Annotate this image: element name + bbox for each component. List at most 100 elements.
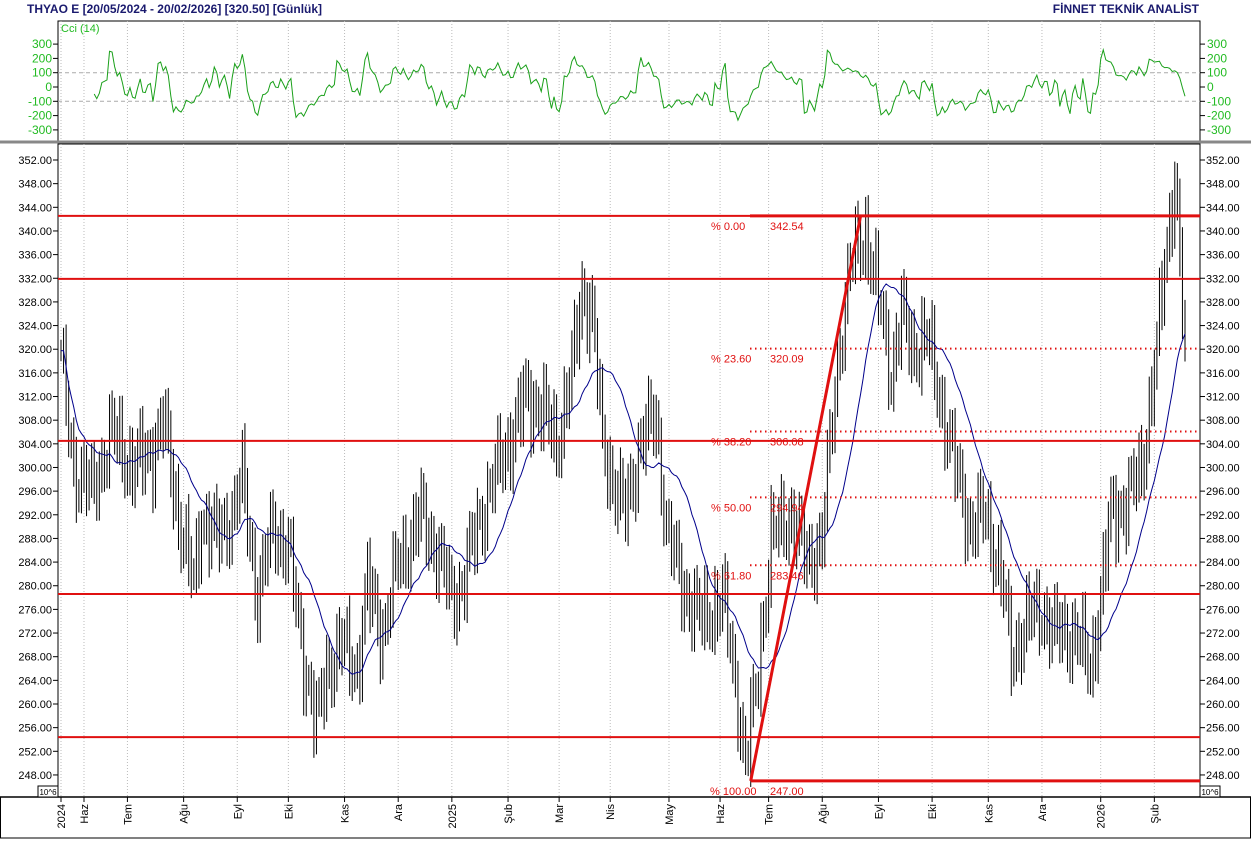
price-ytick-right: 308.00 bbox=[1206, 415, 1240, 427]
xtick-label: Kas bbox=[983, 804, 995, 823]
price-ytick-left: 280.00 bbox=[18, 581, 52, 593]
price-ytick-right: 312.00 bbox=[1206, 392, 1240, 404]
price-ytick-right: 248.00 bbox=[1206, 770, 1240, 782]
xtick-label: Tem bbox=[122, 804, 134, 825]
cci-ytick-right: 200 bbox=[1207, 51, 1227, 65]
price-ytick-right: 316.00 bbox=[1206, 368, 1240, 380]
cci-line bbox=[93, 47, 1186, 122]
fib-pct-label: % 100.00 bbox=[710, 786, 756, 798]
price-ytick-left: 344.00 bbox=[18, 202, 52, 214]
xtick-label: Haz bbox=[79, 804, 91, 824]
price-ytick-right: 280.00 bbox=[1206, 581, 1240, 593]
price-ytick-left: 320.00 bbox=[18, 344, 52, 356]
price-ytick-left: 328.00 bbox=[18, 297, 52, 309]
cci-ytick-left: -200 bbox=[28, 109, 52, 123]
price-ytick-left: 304.00 bbox=[18, 439, 52, 451]
fib-value-label: 306.08 bbox=[770, 437, 804, 449]
price-ytick-right: 324.00 bbox=[1206, 321, 1240, 333]
price-ytick-right: 340.00 bbox=[1206, 226, 1240, 238]
xtick-label: Tem bbox=[764, 804, 776, 825]
fib-trend-line bbox=[749, 215, 863, 782]
price-ytick-right: 252.00 bbox=[1206, 746, 1240, 758]
cci-ytick-right: 100 bbox=[1207, 66, 1227, 80]
xtick-label: Ağu bbox=[179, 804, 191, 824]
price-ytick-right: 332.00 bbox=[1206, 273, 1240, 285]
cci-ytick-right: -100 bbox=[1207, 94, 1231, 108]
brand-label: FİNNET TEKNİK ANALİST bbox=[1052, 2, 1199, 16]
scale-badge-label: 10^6 bbox=[39, 788, 57, 797]
price-ytick-left: 352.00 bbox=[18, 155, 52, 167]
price-ytick-right: 292.00 bbox=[1206, 510, 1240, 522]
xtick-label: 2025 bbox=[447, 804, 459, 828]
moving-average-line bbox=[60, 283, 1186, 675]
price-ytick-right: 348.00 bbox=[1206, 179, 1240, 191]
xtick-label: Kas bbox=[340, 804, 352, 823]
xtick-label: Eki bbox=[283, 804, 295, 819]
fib-pct-label: % 50.00 bbox=[711, 502, 751, 514]
scale-badge-left bbox=[37, 785, 59, 798]
xtick-label: May bbox=[664, 804, 676, 825]
fib-pct-label: % 61.80 bbox=[711, 570, 751, 582]
price-ytick-right: 300.00 bbox=[1206, 462, 1240, 474]
price-ytick-right: 328.00 bbox=[1206, 297, 1240, 309]
xtick-label: Ağu bbox=[817, 804, 829, 824]
price-ytick-left: 348.00 bbox=[18, 179, 52, 191]
price-ytick-right: 264.00 bbox=[1206, 675, 1240, 687]
fib-value-label: 283.46 bbox=[770, 570, 804, 582]
fib-value-label: 342.54 bbox=[770, 221, 804, 233]
cci-label: Cci (14) bbox=[61, 23, 100, 35]
scale-badge-label: 10^6 bbox=[1201, 788, 1219, 797]
cci-ytick-right: 300 bbox=[1207, 37, 1227, 51]
xtick-label: Eki bbox=[927, 804, 939, 819]
cci-ytick-left: -300 bbox=[28, 123, 52, 137]
cci-ytick-left: 200 bbox=[32, 51, 52, 65]
cci-ytick-left: 0 bbox=[45, 80, 52, 94]
price-ytick-left: 268.00 bbox=[18, 652, 52, 664]
price-ytick-right: 288.00 bbox=[1206, 533, 1240, 545]
price-ytick-left: 256.00 bbox=[18, 723, 52, 735]
price-ytick-left: 316.00 bbox=[18, 368, 52, 380]
price-ytick-left: 312.00 bbox=[18, 392, 52, 404]
xtick-label: Şub bbox=[1149, 804, 1161, 824]
price-ytick-left: 276.00 bbox=[18, 604, 52, 616]
fib-pct-label: % 38.20 bbox=[711, 437, 751, 449]
fib-pct-label: % 23.60 bbox=[711, 354, 751, 366]
cci-panel-frame bbox=[57, 20, 1201, 142]
price-ytick-left: 264.00 bbox=[18, 675, 52, 687]
fib-pct-label: % 0.00 bbox=[711, 221, 745, 233]
price-ytick-left: 260.00 bbox=[18, 699, 52, 711]
scale-badge-right bbox=[1199, 785, 1221, 798]
cci-ytick-right: -200 bbox=[1207, 109, 1231, 123]
price-ytick-left: 336.00 bbox=[18, 250, 52, 262]
xtick-label: Eyl bbox=[232, 804, 244, 819]
price-ytick-left: 296.00 bbox=[18, 486, 52, 498]
xtick-label: Şub bbox=[503, 804, 515, 824]
fib-value-label: 247.00 bbox=[770, 786, 804, 798]
xtick-label: Mar bbox=[554, 804, 566, 823]
price-ytick-left: 308.00 bbox=[18, 415, 52, 427]
cci-ytick-left: 300 bbox=[32, 37, 52, 51]
xtick-label: Nis bbox=[605, 804, 617, 820]
fib-value-label: 294.94 bbox=[770, 502, 804, 514]
chart-title: THYAO E [20/05/2024 - 20/02/2026] [320.5… bbox=[27, 2, 323, 16]
price-panel-frame bbox=[57, 143, 1201, 798]
price-ytick-right: 260.00 bbox=[1206, 699, 1240, 711]
price-ytick-left: 324.00 bbox=[18, 321, 52, 333]
price-ytick-left: 340.00 bbox=[18, 226, 52, 238]
price-ytick-right: 256.00 bbox=[1206, 723, 1240, 735]
price-ytick-right: 296.00 bbox=[1206, 486, 1240, 498]
xtick-label: Ara bbox=[393, 803, 405, 821]
xtick-label: Ara bbox=[1037, 803, 1049, 821]
price-ytick-right: 344.00 bbox=[1206, 202, 1240, 214]
price-ytick-right: 268.00 bbox=[1206, 652, 1240, 664]
cci-ytick-left: -100 bbox=[28, 94, 52, 108]
price-ytick-left: 288.00 bbox=[18, 533, 52, 545]
price-ytick-right: 336.00 bbox=[1206, 250, 1240, 262]
cci-ytick-right: -300 bbox=[1207, 123, 1231, 137]
price-ytick-right: 304.00 bbox=[1206, 439, 1240, 451]
price-ytick-right: 276.00 bbox=[1206, 604, 1240, 616]
fib-value-label: 320.09 bbox=[770, 354, 804, 366]
price-ytick-left: 284.00 bbox=[18, 557, 52, 569]
price-ytick-left: 252.00 bbox=[18, 746, 52, 758]
